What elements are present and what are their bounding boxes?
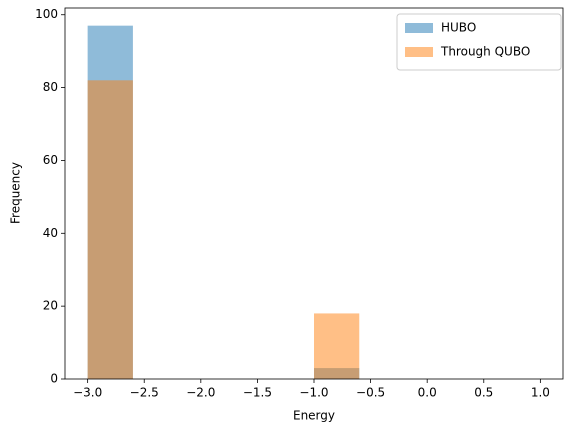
x-tick-label: −3.0 [73, 386, 102, 400]
y-tick-label: 60 [43, 153, 58, 167]
x-tick-label: −1.5 [243, 386, 272, 400]
legend-label: HUBO [441, 21, 476, 35]
legend-swatch [405, 47, 433, 57]
y-axis-label: Frequency [9, 162, 23, 224]
x-tick-label: −2.5 [130, 386, 159, 400]
y-tick-label: 80 [43, 80, 58, 94]
x-tick-label: 0.5 [474, 386, 493, 400]
x-tick-label: 1.0 [531, 386, 550, 400]
y-tick-label: 0 [50, 372, 58, 386]
x-tick-label: −2.0 [186, 386, 215, 400]
legend-label: Through QUBO [440, 45, 530, 59]
x-tick-label: −0.5 [356, 386, 385, 400]
legend-swatch [405, 23, 433, 33]
y-tick-label: 100 [35, 7, 58, 21]
x-tick-label: 0.0 [418, 386, 437, 400]
y-tick-label: 40 [43, 226, 58, 240]
bar [314, 313, 360, 379]
bar [87, 80, 133, 379]
x-tick-label: −1.0 [299, 386, 328, 400]
y-tick-label: 20 [43, 299, 58, 313]
legend-box [396, 13, 562, 71]
x-axis-label: Energy [293, 409, 335, 423]
